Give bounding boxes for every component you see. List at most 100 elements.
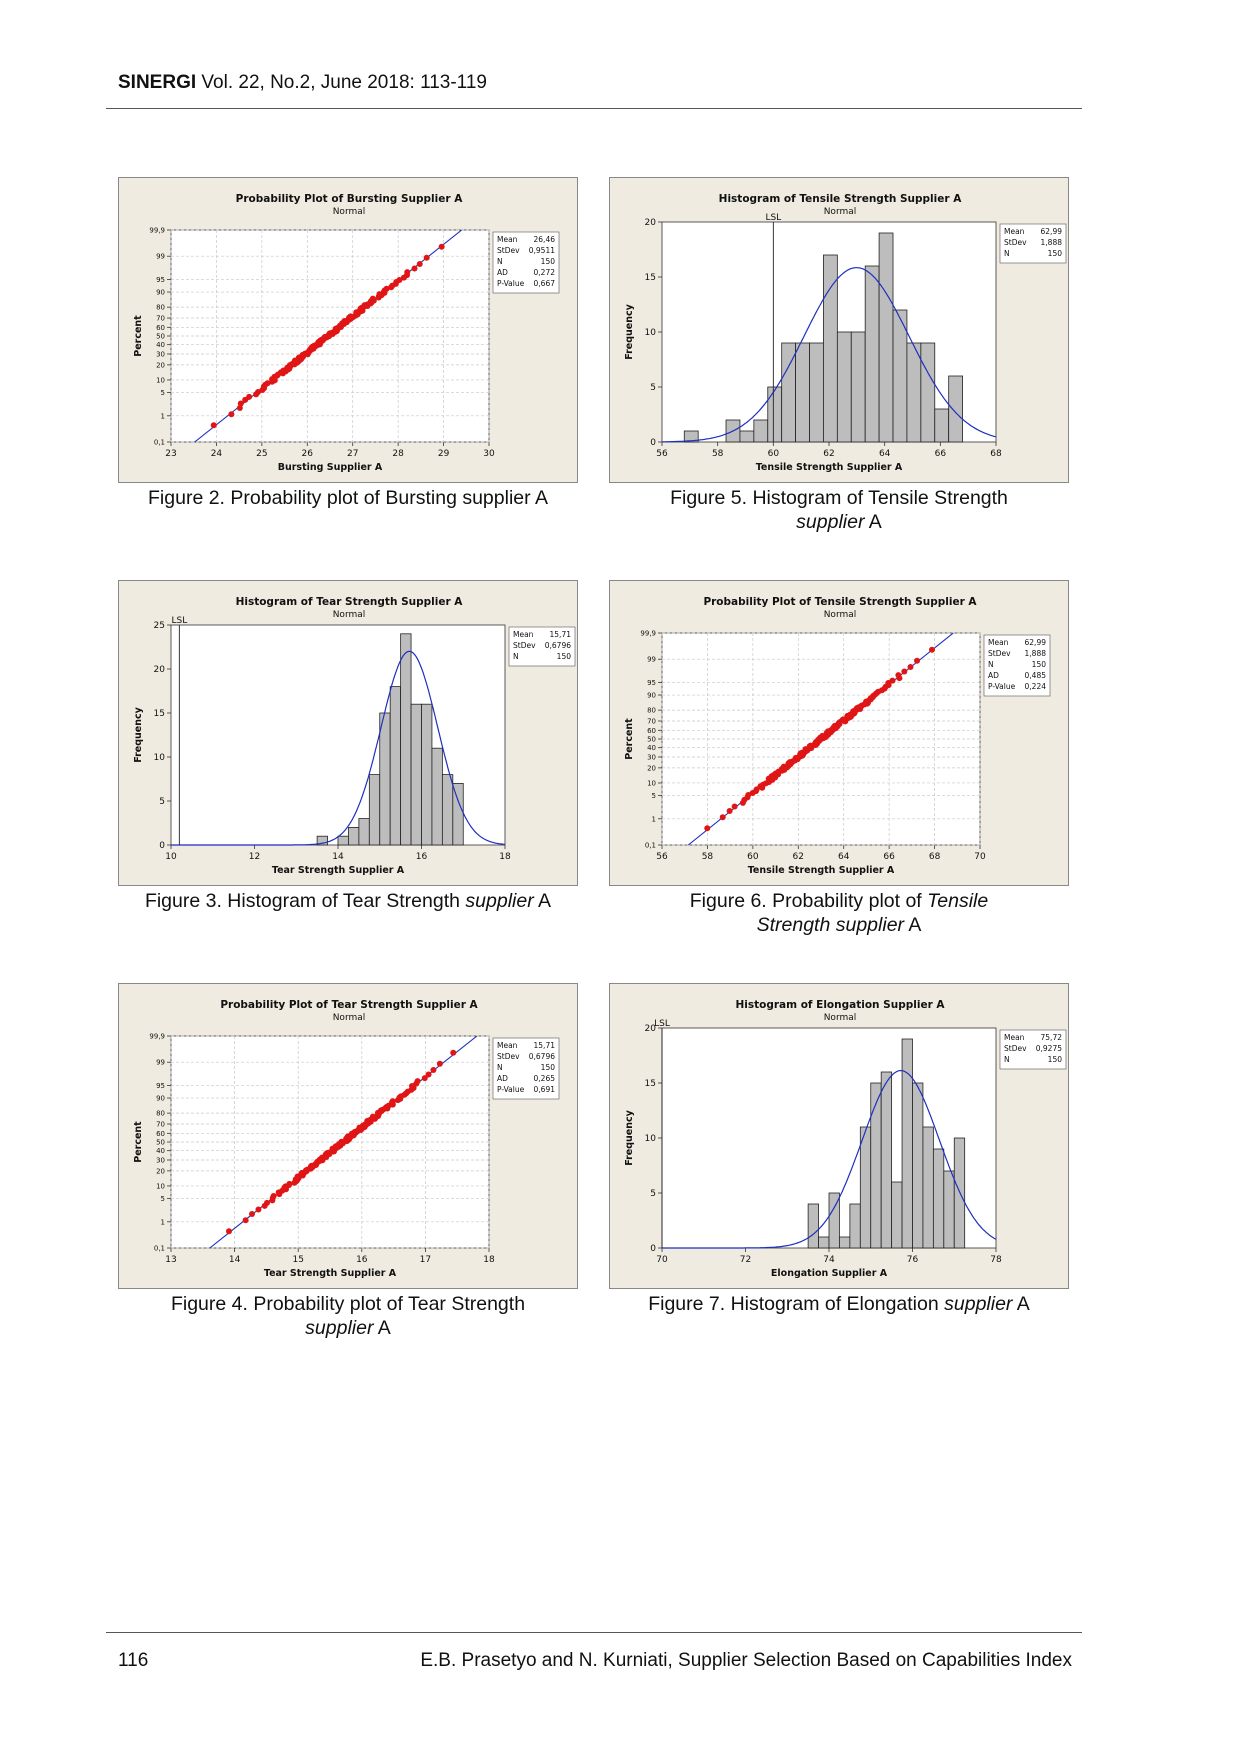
histogram-bar (870, 1082, 882, 1249)
data-point (248, 1210, 255, 1217)
data-point (819, 732, 826, 739)
journal-name: SINERGI (118, 72, 197, 93)
y-tick-label: 0,1 (154, 1245, 165, 1253)
histogram-bar (818, 1236, 830, 1249)
x-tick-label: 60 (768, 449, 780, 459)
y-tick-label: 15 (154, 709, 165, 719)
data-point (421, 1075, 428, 1082)
y-tick-label: 10 (154, 753, 166, 763)
data-points (225, 1049, 457, 1235)
y-tick-label: 20 (154, 665, 166, 675)
y-tick-label: 40 (156, 1147, 165, 1155)
caption-figure-2-text: Figure 2. Probability plot of Bursting s… (148, 487, 548, 509)
histogram-bar (912, 1082, 924, 1249)
y-tick-label: 70 (156, 315, 165, 323)
x-tick-label: 70 (974, 852, 986, 862)
x-tick-label: 66 (935, 449, 947, 459)
chart-svg: Histogram of Tensile Strength Supplier A… (624, 193, 1067, 473)
y-tick-label: 40 (156, 341, 165, 349)
legend-frame (508, 626, 576, 667)
y-tick-label: 99 (156, 253, 165, 261)
y-tick-label: 0,1 (645, 842, 656, 850)
legend-value: 0,224 (1025, 682, 1047, 691)
y-tick-label: 1 (161, 1218, 165, 1226)
legend-value: 150 (1048, 1055, 1063, 1064)
y-tick-label: 70 (647, 718, 656, 726)
y-tick-label: 10 (645, 328, 657, 338)
data-point (210, 422, 217, 429)
histogram-bar (864, 265, 880, 443)
legend-label: StDev (497, 1052, 520, 1061)
journal-issue: Vol. 22, No.2, June 2018: 113-119 (201, 72, 487, 93)
data-point (726, 807, 733, 814)
legend-value: 0,265 (534, 1074, 556, 1083)
legend-label: N (1004, 1055, 1010, 1064)
x-tick-label: 18 (499, 852, 511, 862)
histogram-bar (368, 774, 381, 846)
chart-subtitle: Normal (333, 610, 366, 620)
data-point (901, 668, 908, 675)
y-tick-label: 5 (650, 383, 656, 393)
histogram-bar (828, 1192, 840, 1249)
histogram-bar (823, 254, 838, 443)
histogram-bar (358, 818, 370, 846)
legend-label: P-Value (988, 682, 1016, 691)
x-tick-label: 60 (747, 852, 759, 862)
legend-frame (492, 231, 560, 294)
y-tick-label: 10 (156, 376, 165, 384)
y-tick-label: 30 (156, 350, 165, 358)
legend-label: N (497, 1063, 503, 1072)
histogram-bar (859, 1126, 872, 1249)
legend-label: StDev (1004, 1044, 1027, 1053)
chart-subtitle: Normal (333, 207, 366, 217)
legend-label: AD (988, 671, 999, 680)
legend-value: 150 (541, 1063, 556, 1072)
lsl-label: LSL (654, 1019, 670, 1029)
caption-figure-4-line1: Figure 4. Probability plot of Tear Stren… (170, 1293, 526, 1315)
y-tick-label: 0 (650, 1244, 656, 1254)
data-point (731, 803, 738, 810)
y-tick-label: 20 (156, 361, 165, 369)
chart-svg: Histogram of Elongation Supplier A Normal… (624, 999, 1067, 1279)
y-tick-label: 80 (156, 1110, 165, 1118)
legend-label: StDev (497, 246, 520, 255)
page-number: 116 (118, 1650, 149, 1671)
header-rule (106, 108, 1082, 109)
legend-frame (999, 1029, 1067, 1070)
histogram-bar (348, 826, 360, 846)
data-point (404, 269, 411, 276)
y-tick-label: 99 (156, 1059, 165, 1067)
x-tick-label: 58 (702, 852, 714, 862)
x-tick-label: 64 (879, 449, 891, 459)
legend-value: 150 (557, 652, 572, 661)
y-axis-label: Percent (133, 315, 144, 357)
y-tick-label: 90 (156, 289, 165, 297)
data-point (430, 1067, 437, 1074)
data-point (338, 1138, 345, 1145)
data-point (246, 393, 253, 400)
histogram-bar (906, 342, 922, 443)
x-tick-label: 68 (929, 852, 941, 862)
y-tick-label: 99 (647, 656, 656, 664)
data-point (704, 825, 711, 832)
chart-subtitle: Normal (824, 207, 857, 217)
legend-label: AD (497, 1074, 508, 1083)
running-header: SINERGI Vol. 22, No.2, June 2018: 113-11… (118, 72, 487, 94)
caption-figure-5-tail: A (864, 511, 882, 533)
histogram-bar (809, 342, 824, 443)
data-point (436, 1060, 443, 1067)
x-axis-label: Bursting Supplier A (278, 462, 383, 473)
legend-box: Mean 26,46 StDev 0,9511 N 150 AD 0,272 P-Value 0,… (492, 231, 560, 294)
legend-frame (492, 1037, 560, 1100)
y-axis-label: Frequency (624, 1109, 635, 1165)
histogram-bar (400, 633, 412, 846)
y-tick-label: 25 (154, 621, 165, 631)
caption-figure-4-tail: A (373, 1317, 391, 1339)
x-tick-label: 13 (165, 1255, 176, 1265)
x-tick-label: 17 (420, 1255, 431, 1265)
caption-figure-7-tail: A (1012, 1293, 1030, 1315)
y-tick-label: 95 (647, 679, 656, 687)
legend-value: 0,6796 (545, 641, 571, 650)
x-tick-label: 62 (793, 852, 804, 862)
data-point (425, 1071, 432, 1078)
